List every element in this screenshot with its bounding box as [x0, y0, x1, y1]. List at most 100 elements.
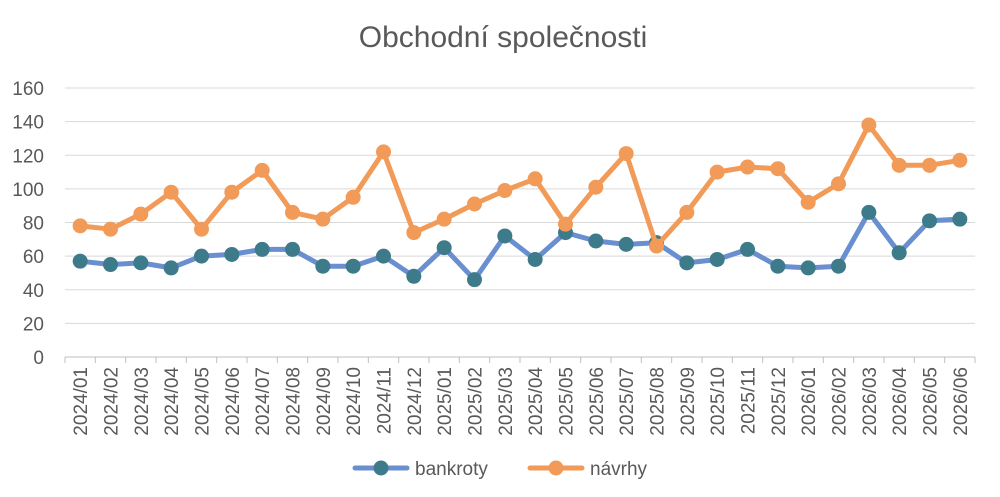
- x-axis: 2024/01 2024/02 2024/03 2024/04 2024/05 2024/…: [64, 357, 976, 436]
- x-tick-label: 2025/08: [648, 367, 669, 436]
- data-point-bankroty: [315, 258, 331, 274]
- data-point-návrhy: [436, 211, 452, 227]
- data-point-návrhy: [163, 184, 179, 200]
- y-tick-label: 80: [23, 214, 44, 235]
- data-point-návrhy: [194, 221, 209, 237]
- data-point-bankroty: [709, 251, 725, 267]
- x-tick-label: 2026/02: [830, 367, 851, 436]
- data-point-návrhy: [709, 164, 725, 180]
- y-tick-label: 20: [23, 314, 44, 335]
- data-point-návrhy: [800, 194, 816, 210]
- x-tick-label: 2025/11: [739, 367, 760, 434]
- y-tick-label: 60: [23, 247, 44, 268]
- data-point-návrhy: [952, 152, 968, 168]
- data-point-bankroty: [588, 233, 604, 249]
- data-point-návrhy: [740, 159, 755, 175]
- data-point-bankroty: [133, 255, 149, 271]
- data-point-návrhy: [133, 206, 149, 222]
- data-point-návrhy: [497, 183, 513, 199]
- data-point-bankroty: [952, 211, 968, 227]
- data-point-návrhy: [345, 189, 361, 205]
- data-point-bankroty: [254, 241, 270, 257]
- data-point-návrhy: [376, 144, 391, 160]
- data-point-bankroty: [527, 251, 543, 267]
- data-point-bankroty: [891, 245, 907, 261]
- x-tick-label: 2026/01: [799, 367, 820, 436]
- data-point-návrhy: [103, 221, 118, 237]
- x-tick-label: 2025/04: [526, 367, 547, 436]
- data-point-návrhy: [831, 176, 846, 192]
- data-point-bankroty: [740, 241, 755, 257]
- x-tick-label: 2026/04: [890, 367, 911, 436]
- data-point-návrhy: [649, 238, 664, 254]
- data-point-bankroty: [922, 213, 937, 229]
- x-tick-label: 2024/06: [223, 367, 244, 436]
- data-point-bankroty: [770, 258, 786, 274]
- data-point-návrhy: [618, 146, 634, 162]
- data-point-návrhy: [72, 218, 88, 234]
- x-tick-label: 2024/02: [102, 367, 123, 436]
- x-tick-label: 2024/10: [344, 367, 365, 436]
- data-point-návrhy: [891, 157, 907, 173]
- y-tick-label: 160: [12, 79, 44, 100]
- data-point-návrhy: [588, 179, 604, 195]
- data-point-návrhy: [467, 196, 482, 212]
- data-point-bankroty: [194, 248, 209, 264]
- data-point-návrhy: [861, 117, 877, 133]
- y-tick-label: 40: [23, 281, 44, 302]
- data-point-bankroty: [436, 240, 452, 256]
- x-tick-label: 2024/05: [193, 367, 214, 436]
- x-tick-label: 2024/12: [405, 367, 426, 436]
- data-point-bankroty: [618, 236, 634, 252]
- data-point-bankroty: [345, 258, 361, 274]
- y-axis: 0 20 40 60 80 100 120 140 160: [12, 79, 44, 369]
- data-point-bankroty: [103, 257, 118, 273]
- data-point-návrhy: [527, 171, 543, 187]
- x-tick-label: 2025/10: [708, 367, 729, 436]
- chart-title: Obchodní společnosti: [359, 21, 648, 54]
- x-tick-label: 2025/12: [769, 367, 790, 436]
- y-tick-label: 0: [33, 348, 44, 369]
- legend-swatch-marker: [548, 460, 564, 476]
- data-point-bankroty: [800, 260, 816, 276]
- x-tick-label: 2026/05: [921, 367, 942, 436]
- x-tick-label: 2025/02: [466, 367, 487, 436]
- x-tick-label: 2024/03: [132, 367, 153, 436]
- data-point-bankroty: [831, 258, 846, 274]
- series-group: [72, 117, 968, 288]
- y-tick-label: 100: [12, 180, 44, 201]
- series-bankroty: [72, 204, 968, 288]
- data-point-návrhy: [679, 204, 695, 220]
- data-point-bankroty: [376, 248, 391, 264]
- legend-item-bankroty: bankroty: [352, 459, 488, 480]
- y-tick-label: 120: [12, 146, 44, 167]
- data-point-návrhy: [406, 225, 422, 241]
- data-point-bankroty: [285, 241, 300, 257]
- data-point-bankroty: [467, 272, 482, 288]
- data-point-návrhy: [315, 211, 331, 227]
- data-point-návrhy: [254, 162, 270, 178]
- x-tick-label: 2024/01: [71, 367, 92, 436]
- x-tick-label: 2025/07: [617, 367, 638, 436]
- x-tick-label: 2024/07: [253, 367, 274, 436]
- x-tick-label: 2025/03: [496, 367, 517, 436]
- series-line-návrhy: [77, 122, 963, 249]
- legend-label: návrhy: [590, 459, 648, 480]
- data-point-návrhy: [770, 161, 786, 177]
- data-point-bankroty: [679, 255, 695, 271]
- x-tick-label: 2025/05: [557, 367, 578, 436]
- x-tick-label: 2024/08: [284, 367, 305, 436]
- x-tick-label: 2025/09: [678, 367, 699, 436]
- y-tick-label: 140: [12, 113, 44, 134]
- x-tick-label: 2024/09: [314, 367, 335, 436]
- data-point-návrhy: [558, 216, 573, 232]
- legend: bankroty návrhy: [352, 459, 648, 480]
- x-tick-label: 2026/03: [860, 367, 881, 436]
- data-point-návrhy: [224, 184, 240, 200]
- x-tick-label: 2024/04: [162, 367, 183, 436]
- x-tick-label: 2026/06: [951, 367, 972, 436]
- legend-item-návrhy: návrhy: [527, 459, 648, 480]
- data-point-bankroty: [497, 228, 513, 244]
